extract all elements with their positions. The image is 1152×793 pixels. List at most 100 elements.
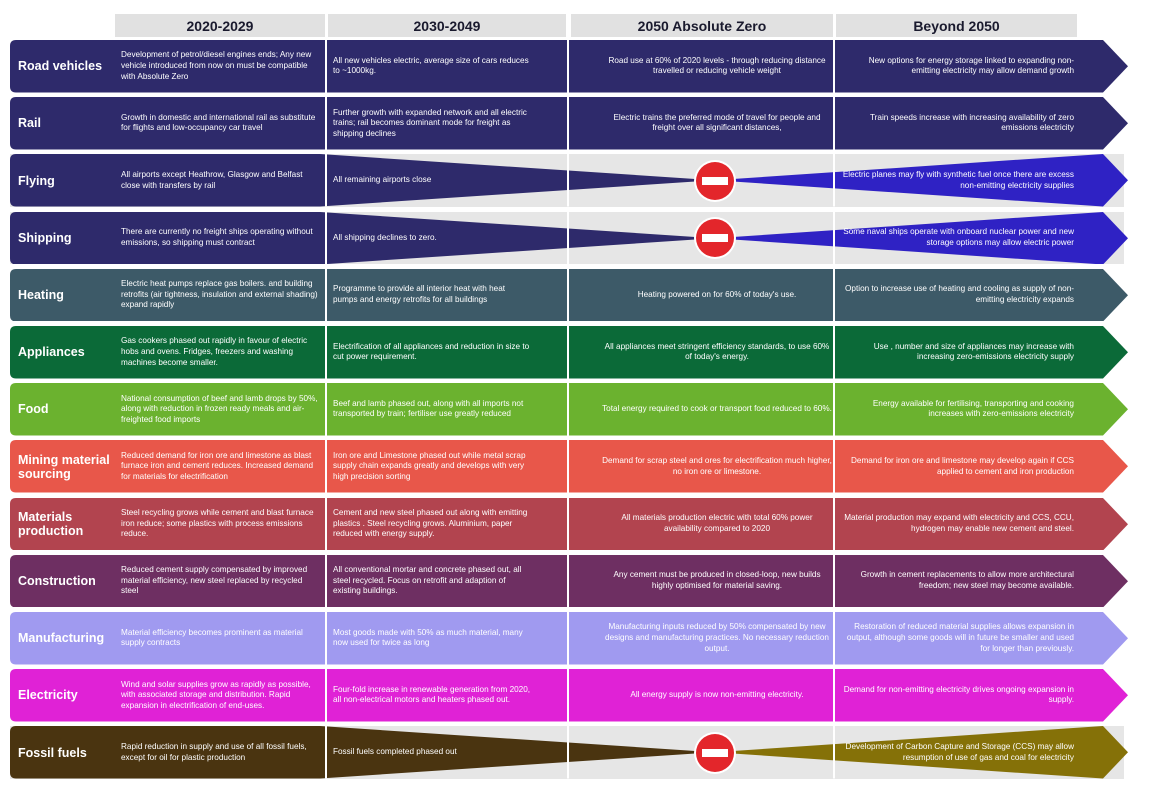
row-growth-wedge: [714, 211, 1128, 265]
row-label: Mining material sourcing: [18, 452, 110, 481]
cell-2020-2029: Rapid reduction in supply and use of all…: [121, 726, 321, 779]
row-decline-wedge: [10, 211, 714, 265]
row-materials-production: Materials production Steel recycling grow…: [0, 497, 1152, 551]
row-label: Rail: [18, 116, 41, 131]
row-food: Food National consumption of beef and lam…: [0, 383, 1152, 436]
cell-text: All remaining airports close: [333, 175, 432, 185]
cell-text: All shipping declines to zero.: [333, 232, 437, 242]
row-decline-wedge: [10, 726, 714, 779]
cell-text: Gas cookers phased out rapidly in favour…: [121, 336, 308, 367]
cell-2050-absolute-zero: Demand for scrap steel and ores for elec…: [602, 440, 832, 493]
row-manufacturing: Manufacturing Material efficiency becomes…: [0, 612, 1152, 665]
cell-beyond-2050: Restoration of reduced material supplies…: [842, 612, 1074, 665]
cell-text: Development of petrol/diesel engines end…: [121, 50, 312, 81]
cell-2030-2049: Further growth with expanded network and…: [333, 97, 531, 150]
row-fossil-fuels: Fossil fuels Rapid reduction in supply an…: [0, 726, 1152, 779]
cell-2030-2049: Most goods made with 50% as much materia…: [333, 612, 531, 665]
cell-2050-absolute-zero: Heating powered on for 60% of today's us…: [602, 269, 832, 322]
row-label: Heating: [18, 288, 64, 303]
row-label: Shipping: [18, 230, 72, 245]
row-growth-wedge: [714, 726, 1128, 779]
cell-2050-absolute-zero: All materials production electric with t…: [602, 498, 832, 551]
cell-text: Rapid reduction in supply and use of all…: [121, 742, 307, 762]
cell-text: Most goods made with 50% as much materia…: [333, 627, 523, 648]
cell-text: All conventional mortar and concrete pha…: [333, 565, 522, 596]
cell-text: Electric heat pumps replace gas boilers.…: [121, 279, 318, 310]
cell-2030-2049: Electrification of all appliances and re…: [333, 326, 531, 379]
row-arrow-shape: [10, 440, 1128, 493]
row-arrow-shape: [10, 726, 1128, 779]
cell-beyond-2050: Material production may expand with elec…: [842, 498, 1074, 551]
cell-text: Reduced demand for iron ore and limeston…: [121, 450, 314, 481]
row-rail: Rail Growth in domestic and international…: [0, 97, 1152, 150]
cell-text: There are currently no freight ships ope…: [121, 227, 313, 247]
cell-text: Energy available for fertilising, transp…: [872, 398, 1074, 419]
cell-beyond-2050: Demand for non-emitting electricity driv…: [842, 669, 1074, 722]
cell-beyond-2050: Train speeds increase with increasing av…: [842, 97, 1074, 150]
cell-beyond-2050: Option to increase use of heating and co…: [842, 269, 1074, 322]
row-arrow-shape: [10, 326, 1128, 379]
cell-2020-2029: Material efficiency becomes prominent as…: [121, 612, 321, 665]
row-arrow-shape: [10, 612, 1128, 665]
header-2050-absolute-zero: 2050 Absolute Zero: [571, 14, 833, 37]
cell-text: Use , number and size of appliances may …: [873, 341, 1074, 362]
cell-text: Programme to provide all interior heat w…: [333, 284, 506, 305]
cell-beyond-2050: Growth in cement replacements to allow m…: [842, 555, 1074, 608]
row-label: Electricity: [18, 688, 78, 703]
cell-beyond-2050: Development of Carbon Capture and Storag…: [842, 726, 1074, 779]
cell-text: Demand for scrap steel and ores for elec…: [602, 456, 832, 476]
cell-text: All airports except Heathrow, Glasgow an…: [121, 170, 303, 190]
cell-text: Further growth with expanded network and…: [333, 107, 527, 138]
cell-2030-2049: Fossil fuels completed phased out: [333, 726, 531, 779]
cell-text: All new vehicles electric, average size …: [333, 55, 529, 76]
cell-2020-2029: Electric heat pumps replace gas boilers.…: [121, 269, 321, 322]
cell-text: Material production may expand with elec…: [844, 513, 1074, 533]
cell-text: Growth in cement replacements to allow m…: [860, 570, 1074, 591]
row-arrow-shape: [10, 211, 1128, 265]
row-road-vehicles: Road vehicles Development of petrol/diese…: [0, 40, 1152, 93]
cell-text: Option to increase use of heating and co…: [845, 284, 1074, 305]
cell-text: Demand for non-emitting electricity driv…: [843, 684, 1074, 705]
cell-text: Electrification of all appliances and re…: [333, 341, 530, 362]
cell-text: Iron ore and Limestone phased out while …: [333, 450, 526, 481]
cell-text: Material efficiency becomes prominent as…: [121, 627, 303, 648]
cell-text: Electric planes may fly with synthetic f…: [842, 170, 1074, 190]
cell-2020-2029: Reduced demand for iron ore and limeston…: [121, 440, 321, 493]
header-beyond-2050: Beyond 2050: [836, 14, 1077, 37]
row-arrow-shape: [10, 97, 1128, 150]
cell-text: Cement and new steel phased out along wi…: [333, 507, 528, 539]
row-arrow-shape: [10, 268, 1128, 322]
cell-2020-2029: Growth in domestic and international rai…: [121, 97, 321, 150]
no-entry-bar: [702, 176, 728, 185]
row-label: Construction: [18, 574, 96, 589]
row-mining-material-sourcing: Mining material sourcing Reduced demand f…: [0, 440, 1152, 493]
cell-2020-2029: All airports except Heathrow, Glasgow an…: [121, 154, 321, 207]
row-arrow-shape: [10, 383, 1128, 436]
row-construction: Construction Reduced cement supply compen…: [0, 554, 1152, 608]
cell-2030-2049: Beef and lamb phased out, along with all…: [333, 383, 531, 436]
cell-2020-2029: Gas cookers phased out rapidly in favour…: [121, 326, 321, 379]
cell-text: Heating powered on for 60% of today's us…: [637, 289, 797, 299]
cell-text: Reduced cement supply compensated by imp…: [121, 565, 308, 596]
row-arrow-shape: [10, 554, 1128, 608]
cell-beyond-2050: Electric planes may fly with synthetic f…: [842, 154, 1074, 207]
cell-2030-2049: Four-fold increase in renewable generati…: [333, 669, 531, 722]
no-entry-bar: [702, 748, 728, 757]
cell-text: New options for energy storage linked to…: [868, 55, 1074, 76]
cell-2020-2029: Wind and solar supplies grow as rapidly …: [121, 669, 321, 722]
row-growth-wedge: [714, 154, 1128, 207]
cell-text: All appliances meet stringent efficiency…: [604, 341, 830, 362]
cell-text: Road use at 60% of 2020 levels - through…: [608, 55, 826, 76]
cell-text: Total energy required to cook or transpo…: [602, 404, 832, 414]
row-arrow-shape: [10, 154, 1128, 207]
cell-2020-2029: There are currently no freight ships ope…: [121, 212, 321, 265]
cell-text: Restoration of reduced material supplies…: [846, 622, 1074, 653]
row-label: Fossil fuels: [18, 745, 87, 760]
cell-text: Some naval ships operate with onboard nu…: [843, 227, 1074, 247]
row-label: Appliances: [18, 345, 85, 360]
cell-beyond-2050: Demand for iron ore and limestone may de…: [842, 440, 1074, 493]
cell-text: Any cement must be produced in closed-lo…: [613, 570, 821, 591]
cell-text: National consumption of beef and lamb dr…: [121, 393, 318, 424]
cell-text: Wind and solar supplies grow as rapidly …: [121, 679, 311, 710]
cell-2050-absolute-zero: Manufacturing inputs reduced by 50% comp…: [602, 612, 832, 665]
